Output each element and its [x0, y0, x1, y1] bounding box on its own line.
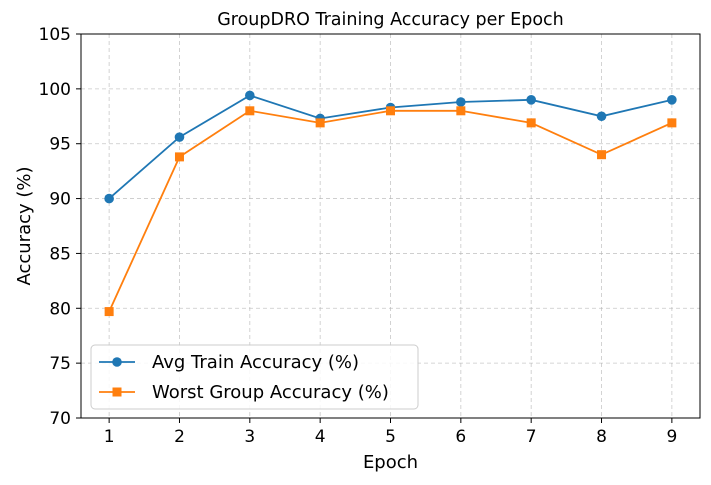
series-2: [104, 106, 677, 317]
data-point: [667, 95, 677, 105]
data-point: [456, 97, 466, 107]
data-point: [174, 152, 184, 162]
data-point: [667, 118, 677, 128]
legend: Avg Train Accuracy (%) Worst Group Accura…: [90, 344, 419, 410]
data-point: [245, 106, 255, 116]
y-axis-label: Accuracy (%): [14, 166, 35, 285]
data-point: [596, 111, 607, 122]
data-point: [315, 118, 325, 128]
y-tick-label: 85: [49, 244, 71, 264]
y-tick-label: 100: [39, 80, 71, 100]
y-tick-label: 70: [49, 409, 71, 429]
y-tick-label: 95: [49, 135, 71, 155]
chart-title: GroupDRO Training Accuracy per Epoch: [217, 10, 564, 30]
data-point: [104, 193, 114, 204]
legend-label: Avg Train Accuracy (%): [152, 352, 359, 373]
legend-item: Worst Group Accuracy (%): [99, 382, 389, 403]
data-point: [456, 106, 466, 116]
data-point: [245, 90, 255, 101]
x-tick-label: 4: [315, 427, 326, 447]
data-point: [174, 132, 185, 142]
legend-label: Worst Group Accuracy (%): [152, 382, 389, 403]
x-tick-label: 3: [244, 427, 255, 447]
legend-swatch-marker: [112, 387, 122, 397]
legend-box: [90, 344, 419, 410]
x-tick-label: 2: [174, 427, 185, 447]
x-tick-label: 5: [385, 427, 396, 447]
data-point: [386, 106, 395, 116]
x-tick-label: 9: [666, 427, 677, 447]
data-point: [526, 95, 536, 105]
x-tick-label: 1: [104, 427, 115, 447]
y-tick-label: 90: [49, 190, 71, 210]
data-point: [104, 307, 114, 317]
data-point: [526, 118, 536, 128]
y-tick-label: 105: [39, 25, 71, 45]
legend-swatch-marker: [112, 357, 122, 367]
x-tick-label: 6: [455, 427, 466, 447]
y-tick-label: 75: [49, 354, 71, 374]
data-point: [597, 150, 607, 160]
x-tick-label: 8: [596, 427, 607, 447]
legend-item: Avg Train Accuracy (%): [99, 352, 359, 373]
series-layer: [104, 90, 677, 317]
y-tick-label: 80: [49, 299, 71, 319]
x-axis-label: Epoch: [363, 452, 418, 473]
x-tick-label: 7: [526, 427, 537, 447]
ticks-layer: 1 2 3 4 5 6 7 8 9 70 75 80 85 90 95 100 105: [39, 25, 678, 447]
